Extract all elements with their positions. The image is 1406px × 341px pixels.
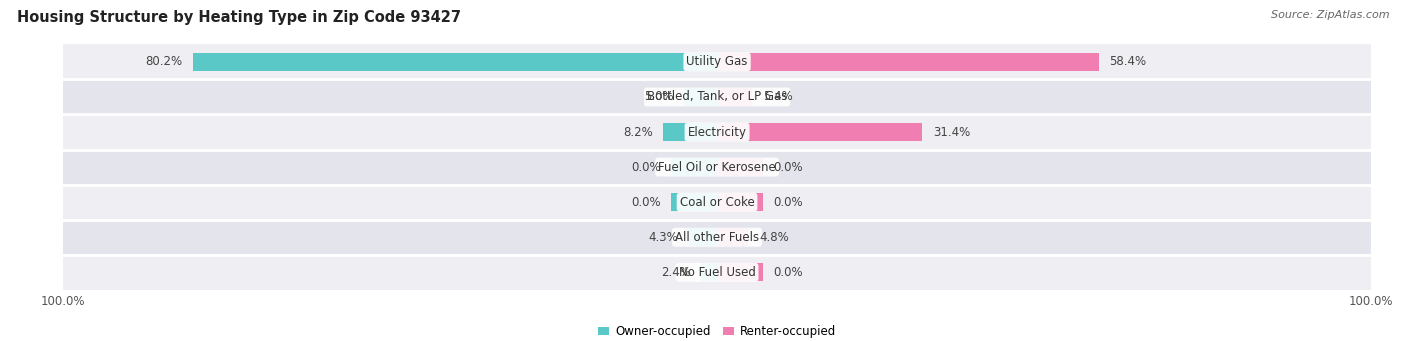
Text: 4.3%: 4.3% <box>648 231 679 244</box>
Bar <box>717 123 922 141</box>
Bar <box>685 88 717 106</box>
Bar <box>717 158 763 176</box>
Bar <box>63 115 1371 150</box>
Text: 0.0%: 0.0% <box>773 161 803 174</box>
Text: 0.0%: 0.0% <box>773 266 803 279</box>
Bar <box>671 158 717 176</box>
Bar <box>664 123 717 141</box>
Text: All other Fuels: All other Fuels <box>675 231 759 244</box>
Bar <box>717 228 748 246</box>
Bar <box>63 79 1371 115</box>
Bar <box>193 53 717 71</box>
Text: Utility Gas: Utility Gas <box>686 55 748 68</box>
Text: 8.2%: 8.2% <box>623 125 652 138</box>
Text: Source: ZipAtlas.com: Source: ZipAtlas.com <box>1271 10 1389 20</box>
Bar <box>717 88 752 106</box>
Bar <box>717 53 1099 71</box>
Text: Fuel Oil or Kerosene: Fuel Oil or Kerosene <box>658 161 776 174</box>
Text: 0.0%: 0.0% <box>773 196 803 209</box>
Text: 58.4%: 58.4% <box>1109 55 1146 68</box>
Legend: Owner-occupied, Renter-occupied: Owner-occupied, Renter-occupied <box>598 325 837 338</box>
Bar <box>63 44 1371 79</box>
Text: 0.0%: 0.0% <box>631 196 661 209</box>
Bar <box>63 220 1371 255</box>
Text: Housing Structure by Heating Type in Zip Code 93427: Housing Structure by Heating Type in Zip… <box>17 10 461 25</box>
Bar <box>717 263 763 281</box>
Text: No Fuel Used: No Fuel Used <box>679 266 755 279</box>
Bar <box>689 228 717 246</box>
Text: Bottled, Tank, or LP Gas: Bottled, Tank, or LP Gas <box>647 90 787 103</box>
Text: 2.4%: 2.4% <box>661 266 690 279</box>
Bar <box>63 255 1371 290</box>
Text: 4.8%: 4.8% <box>759 231 789 244</box>
Text: 80.2%: 80.2% <box>145 55 183 68</box>
Bar <box>63 150 1371 184</box>
Text: 31.4%: 31.4% <box>932 125 970 138</box>
Text: 0.0%: 0.0% <box>631 161 661 174</box>
Bar <box>671 193 717 211</box>
Text: 5.4%: 5.4% <box>763 90 793 103</box>
Bar <box>717 193 763 211</box>
Text: Coal or Coke: Coal or Coke <box>679 196 755 209</box>
Text: 5.0%: 5.0% <box>644 90 673 103</box>
Bar <box>702 263 717 281</box>
Bar <box>63 184 1371 220</box>
Text: Electricity: Electricity <box>688 125 747 138</box>
